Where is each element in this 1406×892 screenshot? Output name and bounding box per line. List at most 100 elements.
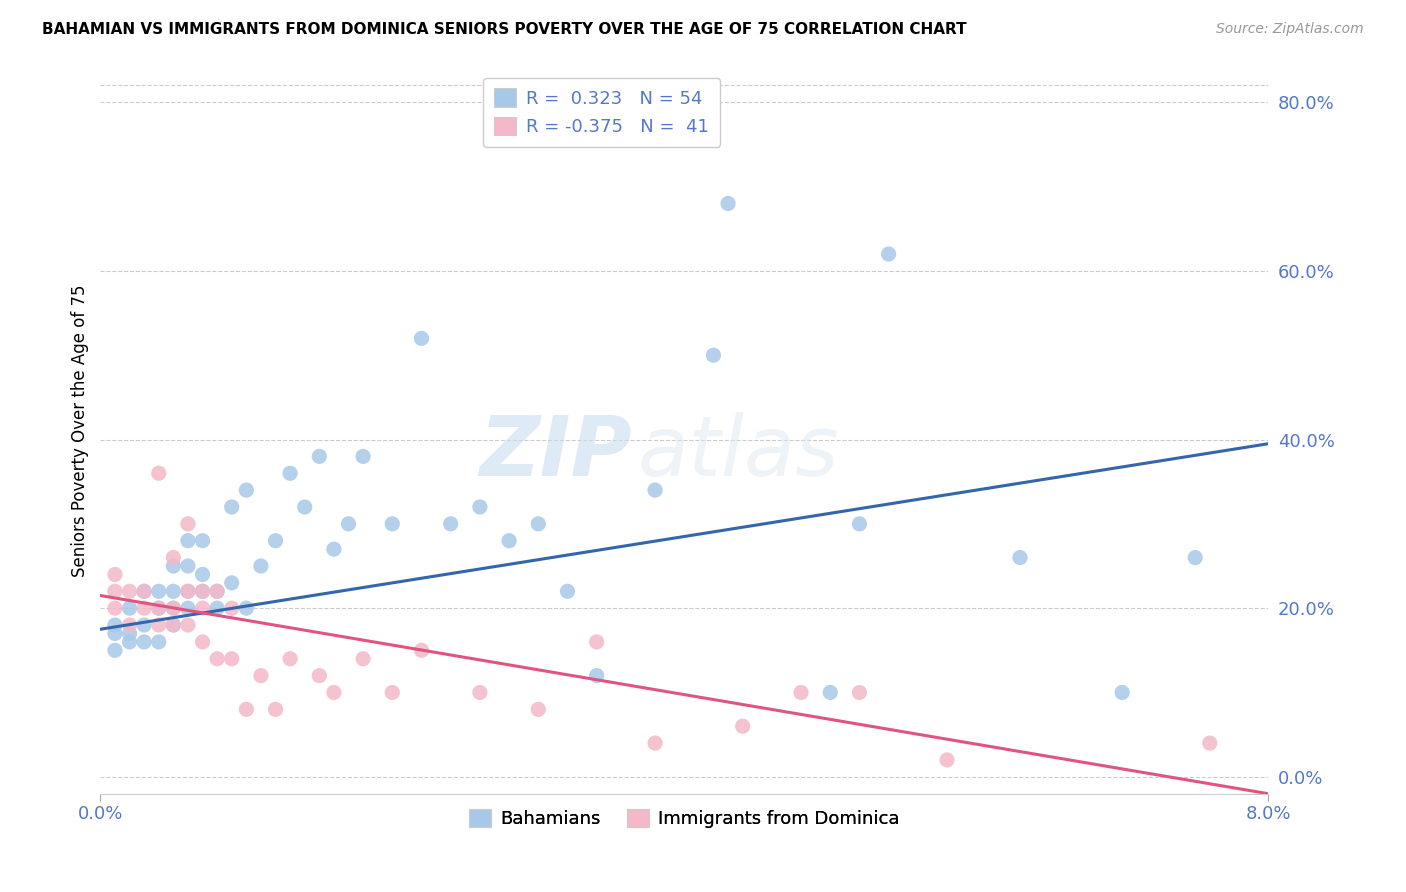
Point [1111, 685, 1133, 699]
Point [848, 685, 870, 699]
Text: Source: ZipAtlas.com: Source: ZipAtlas.com [1216, 22, 1364, 37]
Text: BAHAMIAN VS IMMIGRANTS FROM DOMINICA SENIORS POVERTY OVER THE AGE OF 75 CORRELAT: BAHAMIAN VS IMMIGRANTS FROM DOMINICA SEN… [42, 22, 967, 37]
Legend: Bahamians, Immigrants from Dominica: Bahamians, Immigrants from Dominica [461, 802, 907, 836]
Point [104, 584, 127, 599]
Point [644, 483, 666, 497]
Point [250, 559, 273, 574]
Point [104, 567, 127, 582]
Point [644, 736, 666, 750]
Point [440, 516, 463, 531]
Point [235, 483, 257, 497]
Y-axis label: Seniors Poverty Over the Age of 75: Seniors Poverty Over the Age of 75 [72, 285, 89, 577]
Point [205, 652, 228, 666]
Point [221, 575, 243, 590]
Point [308, 668, 330, 682]
Point [118, 601, 141, 615]
Text: atlas: atlas [637, 412, 839, 493]
Point [162, 584, 184, 599]
Point [191, 533, 214, 548]
Point [162, 618, 184, 632]
Point [221, 652, 243, 666]
Point [235, 702, 257, 716]
Point [278, 467, 301, 481]
Point [177, 618, 200, 632]
Point [468, 685, 491, 699]
Point [381, 516, 404, 531]
Point [411, 331, 433, 345]
Point [877, 247, 900, 261]
Point [585, 635, 607, 649]
Point [352, 450, 374, 464]
Point [177, 601, 200, 615]
Point [118, 635, 141, 649]
Point [322, 542, 344, 557]
Point [134, 584, 156, 599]
Point [177, 516, 200, 531]
Point [381, 685, 404, 699]
Point [205, 584, 228, 599]
Point [148, 635, 170, 649]
Point [148, 467, 170, 481]
Point [294, 500, 316, 514]
Point [936, 753, 959, 767]
Point [702, 348, 724, 362]
Point [177, 533, 200, 548]
Point [1008, 550, 1031, 565]
Point [118, 618, 141, 632]
Point [557, 584, 579, 599]
Point [221, 601, 243, 615]
Point [205, 601, 228, 615]
Point [118, 626, 141, 640]
Point [148, 601, 170, 615]
Text: ZIP: ZIP [479, 412, 631, 493]
Point [818, 685, 841, 699]
Point [264, 702, 287, 716]
Point [104, 643, 127, 657]
Point [250, 668, 273, 682]
Point [191, 584, 214, 599]
Point [498, 533, 520, 548]
Point [337, 516, 360, 531]
Point [148, 584, 170, 599]
Point [235, 601, 257, 615]
Point [1198, 736, 1220, 750]
Point [790, 685, 813, 699]
Point [205, 584, 228, 599]
Point [191, 635, 214, 649]
Point [527, 516, 550, 531]
Point [162, 559, 184, 574]
Point [468, 500, 491, 514]
Point [148, 618, 170, 632]
Point [221, 500, 243, 514]
Point [134, 635, 156, 649]
Point [177, 559, 200, 574]
Point [177, 584, 200, 599]
Point [104, 601, 127, 615]
Point [162, 601, 184, 615]
Point [191, 584, 214, 599]
Point [848, 516, 870, 531]
Point [191, 601, 214, 615]
Point [134, 601, 156, 615]
Point [191, 567, 214, 582]
Point [104, 626, 127, 640]
Point [134, 584, 156, 599]
Point [278, 652, 301, 666]
Point [717, 196, 740, 211]
Point [731, 719, 754, 733]
Point [411, 643, 433, 657]
Point [177, 584, 200, 599]
Point [134, 618, 156, 632]
Point [162, 618, 184, 632]
Point [585, 668, 607, 682]
Point [308, 450, 330, 464]
Point [162, 550, 184, 565]
Point [118, 584, 141, 599]
Point [162, 601, 184, 615]
Point [148, 601, 170, 615]
Point [1184, 550, 1206, 565]
Point [264, 533, 287, 548]
Point [527, 702, 550, 716]
Point [352, 652, 374, 666]
Point [322, 685, 344, 699]
